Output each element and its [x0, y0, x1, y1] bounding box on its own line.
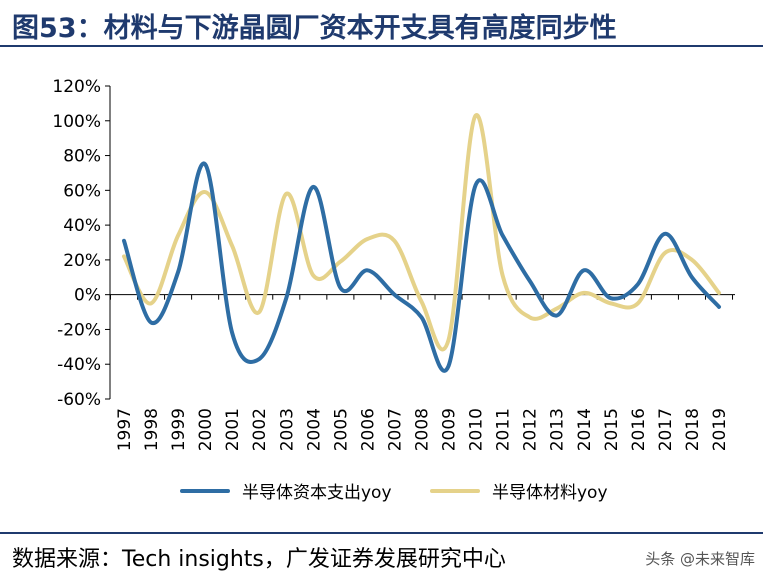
title-rule [0, 45, 763, 47]
legend-label-capex: 半导体资本支出yoy [242, 483, 392, 503]
x-tick-label: 2006 [358, 408, 378, 451]
x-tick-label: 2017 [656, 408, 676, 451]
series-line-materials [122, 113, 721, 352]
y-tick-label: 120% [52, 77, 101, 97]
watermark-text: 头条 @未来智库 [645, 550, 755, 568]
x-tick-label: 2001 [223, 408, 243, 451]
y-tick-label: 40% [63, 216, 101, 236]
y-tick-label: 100% [52, 112, 101, 132]
x-tick-label: 2000 [196, 408, 216, 451]
x-tick-label: 1997 [115, 408, 135, 451]
y-tick-label: -40% [57, 355, 101, 375]
legend-item-materials: 半导体材料yoy [430, 478, 608, 503]
x-tick-label: 2009 [440, 408, 460, 451]
line-chart: 120% 100% 80% 60% 40% 20% 0% -20% -40% -60% 1997 19… [52, 77, 735, 451]
x-tick-label: 2014 [575, 408, 595, 451]
x-tick-label: 2010 [467, 408, 487, 451]
x-tick-label: 2015 [602, 408, 622, 451]
legend-label-materials: 半导体材料yoy [492, 483, 608, 503]
legend-swatch-capex [180, 488, 230, 493]
y-tick-label: -20% [57, 320, 101, 340]
series-line-capex [122, 161, 721, 373]
legend: 半导体资本支出yoy 半导体材料yoy [0, 478, 763, 504]
x-tick-label: 2016 [629, 408, 649, 451]
x-tick-label: 2011 [494, 408, 514, 451]
y-tick-label: 20% [63, 251, 101, 271]
watermark: 头条 @未来智库 [645, 548, 755, 569]
source-rule [0, 532, 763, 534]
x-tick-label: 2013 [548, 408, 568, 451]
legend-item-capex: 半导体资本支出yoy [180, 478, 392, 503]
y-tick-label: 60% [63, 181, 101, 201]
x-tick-label: 2004 [304, 408, 324, 451]
x-tick-label: 2002 [250, 408, 270, 451]
y-tick-label: 0% [74, 286, 101, 306]
x-tick-label: 1998 [142, 408, 162, 451]
x-tick-label: 2018 [683, 408, 703, 451]
source-note: 数据来源：Tech insights，广发证券发展研究中心 [12, 547, 506, 572]
figure-title: 图53：材料与下游晶圆厂资本开支具有高度同步性 [12, 13, 617, 44]
x-tick-label: 2003 [277, 408, 297, 451]
x-tick-label: 1999 [169, 408, 189, 451]
legend-swatch-materials [430, 488, 480, 493]
x-tick-label: 2007 [385, 408, 405, 451]
x-tick-label: 2005 [331, 408, 351, 451]
x-tick-label: 2008 [413, 408, 433, 451]
x-tick-label: 2012 [521, 408, 541, 451]
x-tick-label: 2019 [710, 408, 730, 451]
y-tick-label: 80% [63, 147, 101, 167]
y-tick-label: -60% [57, 390, 101, 410]
